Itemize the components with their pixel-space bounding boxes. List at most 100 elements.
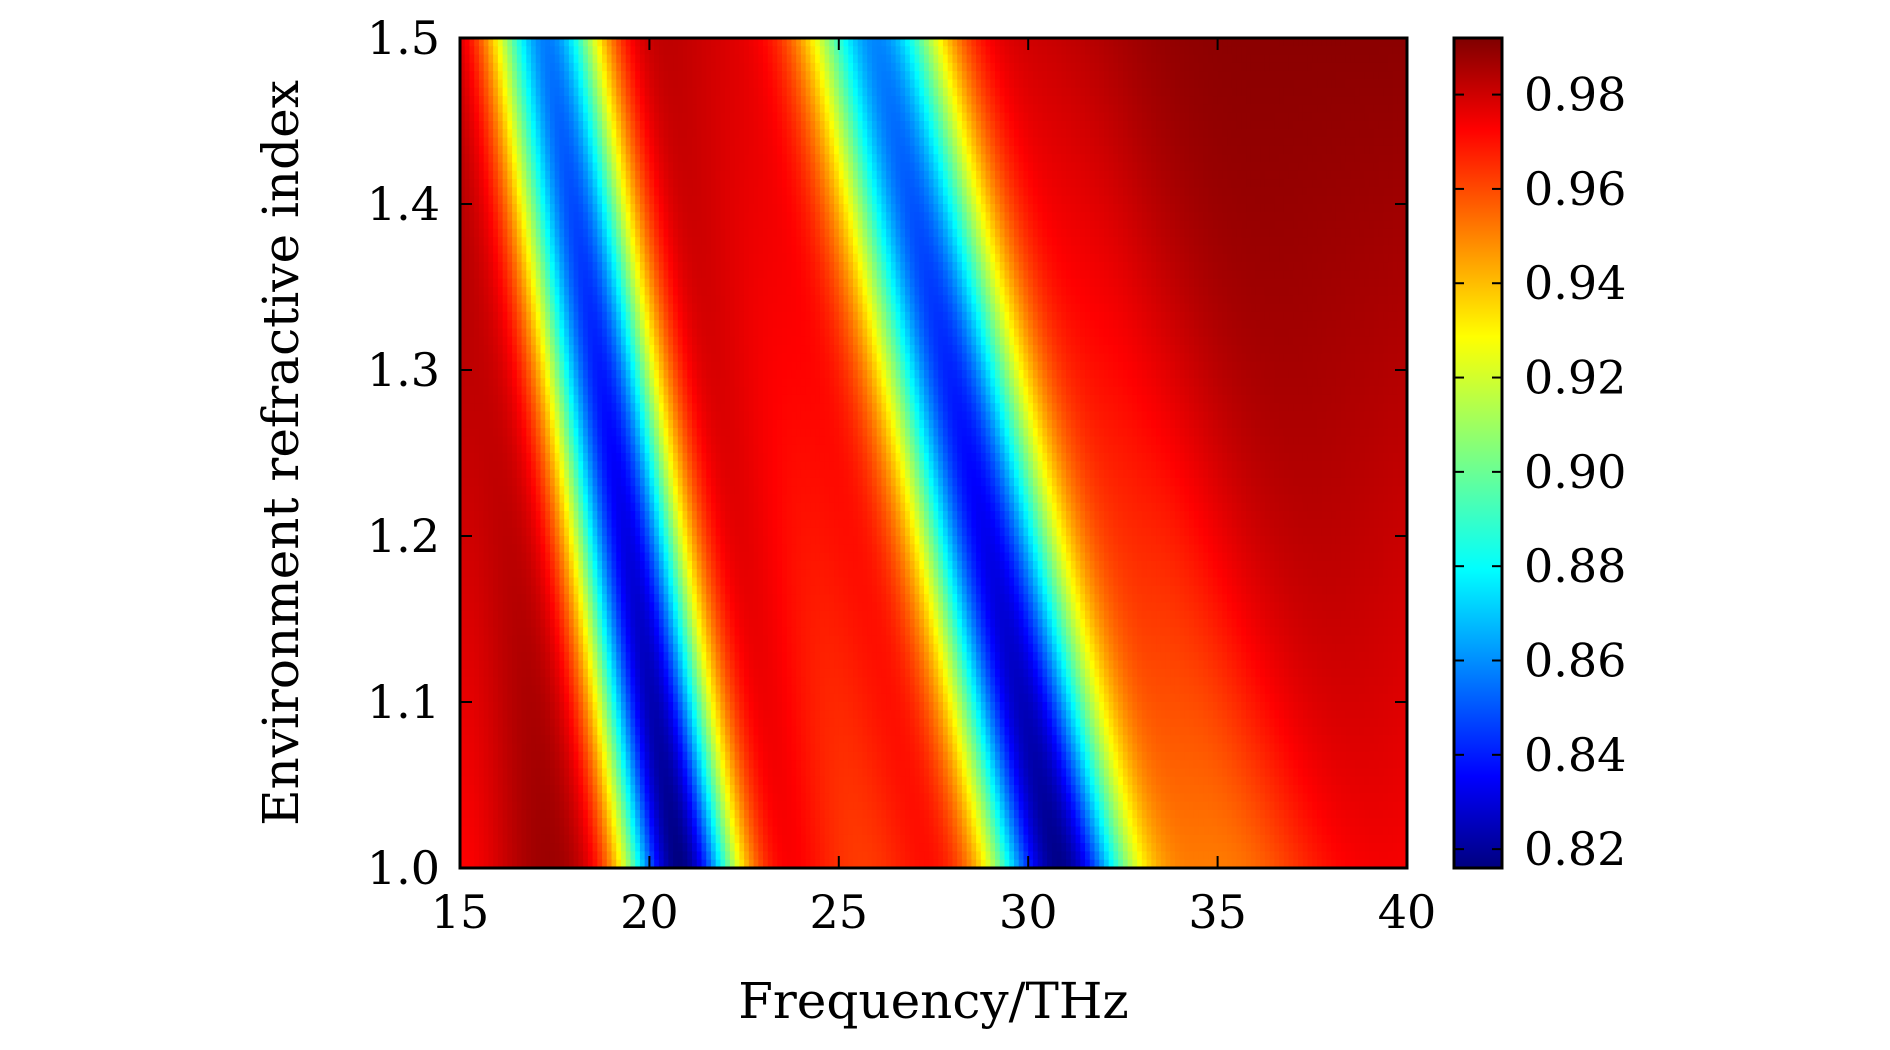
heatmap-cell [1137, 145, 1143, 155]
heatmap-cell [744, 54, 750, 64]
heatmap-cell [857, 170, 864, 180]
heatmap-cell [734, 220, 740, 230]
heatmap-cell [573, 170, 579, 180]
heatmap-cell [1378, 162, 1384, 172]
heatmap-cell [1032, 38, 1039, 47]
heatmap-cell [1402, 79, 1408, 89]
heatmap-cell [1137, 154, 1143, 164]
heatmap-cell [800, 228, 807, 238]
heatmap-cell [1080, 220, 1086, 230]
heatmap-cell [630, 220, 636, 230]
heatmap-cell [1137, 179, 1143, 188]
heatmap-cell [464, 62, 471, 72]
heatmap-cell [1137, 87, 1143, 97]
heatmap-cell [881, 129, 887, 139]
heatmap-cell [654, 179, 660, 188]
heatmap-cell [677, 154, 684, 164]
heatmap-cell [606, 129, 613, 139]
heatmap-cell [829, 79, 835, 89]
heatmap-cell [1032, 71, 1039, 81]
heatmap-cell [1018, 87, 1025, 97]
heatmap-cell [1085, 129, 1091, 139]
heatmap-cell [952, 79, 958, 89]
heatmap-cell [1189, 104, 1195, 114]
heatmap-cell [701, 228, 707, 238]
heatmap-cell [559, 62, 565, 72]
heatmap-cell [990, 154, 996, 164]
heatmap-cell [1269, 237, 1276, 247]
heatmap-cell [1279, 154, 1285, 164]
heatmap-cell [924, 112, 930, 122]
heatmap-cell [890, 228, 897, 238]
heatmap-cell [786, 145, 793, 155]
heatmap-cell [1307, 137, 1313, 147]
heatmap-cell [829, 129, 835, 139]
heatmap-cell [1288, 228, 1294, 238]
heatmap-cell [805, 71, 811, 81]
heatmap-cell [1014, 195, 1020, 205]
heatmap-cell [1160, 187, 1167, 197]
heatmap-cell [469, 62, 475, 72]
heatmap-cell [758, 154, 764, 164]
heatmap-cell [549, 179, 556, 188]
heatmap-cell [521, 154, 527, 164]
heatmap-cell [701, 96, 707, 105]
heatmap-cell [1335, 179, 1342, 188]
heatmap-cell [1066, 179, 1072, 188]
heatmap-cell [1402, 87, 1408, 97]
heatmap-cell [587, 220, 594, 230]
heatmap-cell [573, 187, 579, 197]
heatmap-cell [483, 79, 490, 89]
heatmap-cell [758, 228, 764, 238]
heatmap-cell [729, 195, 736, 205]
heatmap-cell [1331, 137, 1337, 147]
heatmap-cell [1250, 228, 1257, 238]
heatmap-cell [1335, 170, 1342, 180]
heatmap-cell [1004, 54, 1010, 64]
heatmap-cell [583, 46, 589, 56]
heatmap-cell [1070, 62, 1077, 72]
heatmap-cell [1222, 38, 1228, 47]
heatmap-cell [531, 237, 537, 247]
heatmap-cell [1326, 170, 1332, 180]
heatmap-cell [744, 96, 750, 105]
heatmap-cell [781, 212, 788, 222]
heatmap-cell [1061, 179, 1067, 188]
heatmap-cell [1373, 170, 1380, 180]
heatmap-cell [1066, 96, 1072, 105]
heatmap-cell [611, 195, 617, 205]
heatmap-cell [928, 96, 935, 105]
heatmap-cell [1080, 179, 1086, 188]
heatmap-cell [853, 71, 859, 81]
heatmap-cell [895, 62, 901, 72]
heatmap-cell [1047, 129, 1053, 139]
heatmap-cell [786, 121, 793, 130]
heatmap-cell [905, 96, 911, 105]
heatmap-cell [606, 71, 613, 81]
heatmap-cell [900, 62, 906, 72]
heatmap-cell [568, 79, 575, 89]
heatmap-cell [1208, 121, 1214, 130]
heatmap-cell [758, 46, 764, 56]
heatmap-cell [1260, 179, 1266, 188]
heatmap-cell [1032, 62, 1039, 72]
heatmap-cell [507, 71, 513, 81]
heatmap-cell [900, 121, 906, 130]
heatmap-cell [1288, 145, 1294, 155]
heatmap-cell [834, 87, 840, 97]
heatmap-cell [744, 228, 750, 238]
heatmap-cell [1009, 145, 1015, 155]
heatmap-cell [488, 112, 494, 122]
heatmap-cell [843, 87, 849, 97]
heatmap-cell [957, 129, 963, 139]
heatmap-cell [611, 112, 617, 122]
heatmap-cell [474, 129, 480, 139]
heatmap-cell [739, 237, 745, 247]
heatmap-cell [658, 220, 665, 230]
heatmap-cell [834, 112, 840, 122]
heatmap-cell [1085, 54, 1091, 64]
heatmap-cell [516, 228, 523, 238]
heatmap-cell [985, 112, 991, 122]
heatmap-cell [531, 121, 537, 130]
heatmap-cell [1089, 46, 1096, 56]
